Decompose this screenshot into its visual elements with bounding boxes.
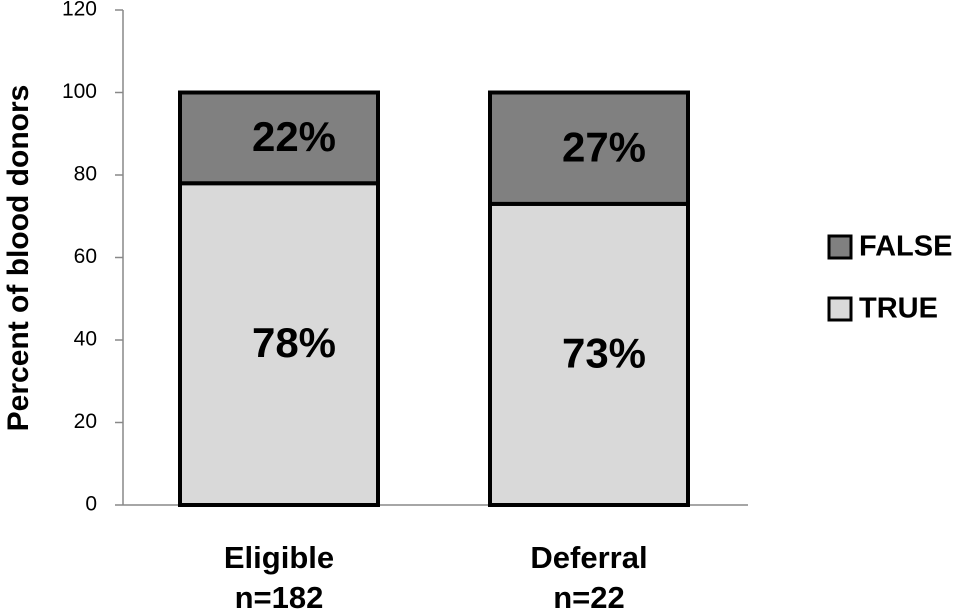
bar-segment xyxy=(178,181,380,507)
y-tick-label: 60 xyxy=(74,245,97,268)
legend-label: FALSE xyxy=(859,231,952,263)
bar-segment xyxy=(488,90,690,206)
y-axis-label: Percent of blood donors xyxy=(2,85,35,432)
x-tick-label: n=182 xyxy=(235,580,324,615)
bar-segment xyxy=(178,90,380,186)
value-label: 73% xyxy=(562,330,646,377)
value-label: 22% xyxy=(252,113,336,160)
x-tick-label: Eligible xyxy=(224,540,334,575)
y-tick-label: 20 xyxy=(74,410,97,433)
legend-swatch xyxy=(827,234,853,260)
y-tick-label: 100 xyxy=(62,80,97,103)
y-tick-label: 120 xyxy=(62,0,97,21)
value-label: 78% xyxy=(252,319,336,366)
legend-label: TRUE xyxy=(859,293,938,325)
x-tick-label: n=22 xyxy=(553,580,625,615)
legend-swatch xyxy=(827,296,853,322)
x-tick-label: Deferral xyxy=(530,540,647,575)
value-label: 27% xyxy=(562,123,646,170)
y-tick-label: 40 xyxy=(74,328,97,351)
y-tick-label: 0 xyxy=(85,493,97,516)
y-tick-label: 80 xyxy=(74,163,97,186)
